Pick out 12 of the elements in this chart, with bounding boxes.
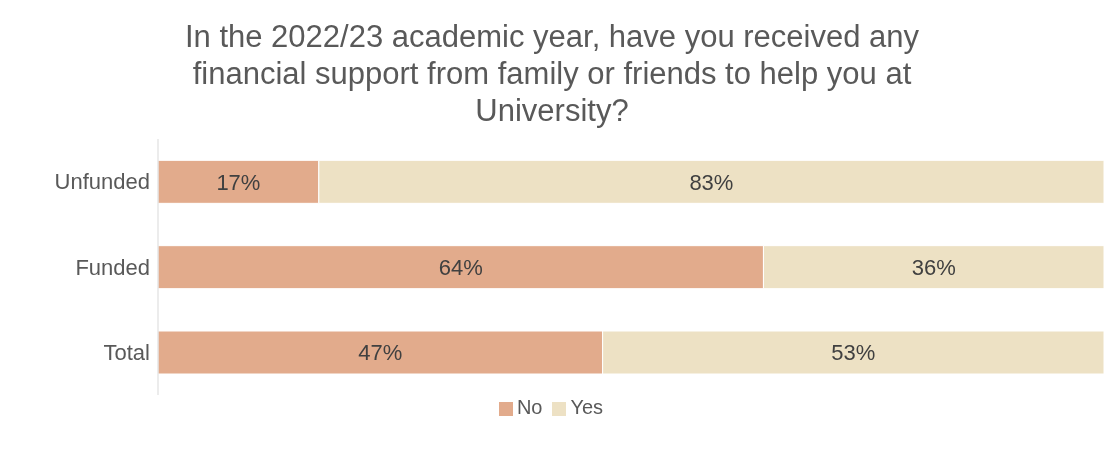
data-label: 36% [911,254,956,280]
y-tick-label: Total [103,340,150,366]
data-label: 47% [358,340,403,366]
data-label: 17% [216,169,261,195]
y-tick-label: Funded [75,254,150,280]
chart-title: In the 2022/23 academic year, have you received any financial support from family or friends to help you at University? [183,18,921,129]
data-label: 83% [689,169,734,195]
data-label: 64% [438,254,483,280]
y-tick-label: Unfunded [54,169,150,195]
legend-label: No [516,396,543,418]
legend-label: Yes [570,396,604,418]
data-label: 53% [831,340,876,366]
